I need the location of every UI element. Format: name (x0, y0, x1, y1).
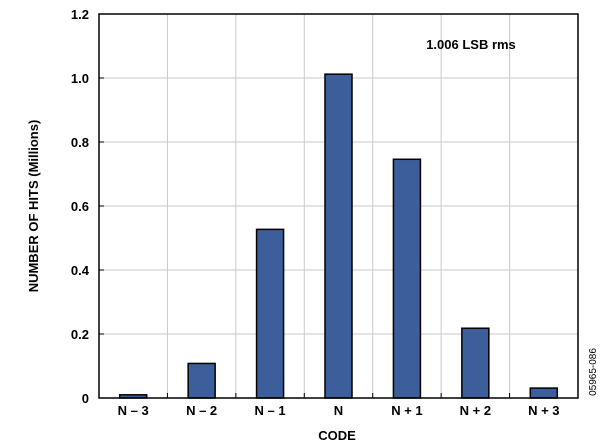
bar (255, 228, 285, 399)
x-tick-labels: N – 3 N – 2 N – 1 N N + 1 N + 2 N + 3 (118, 393, 560, 418)
bar (187, 362, 216, 399)
figure-id: 05965-086 (588, 348, 599, 396)
bar (324, 73, 353, 399)
bars (118, 73, 559, 399)
y-axis-title: NUMBER OF HITS (Millions) (26, 120, 41, 293)
x-tick-label: N – 3 (118, 403, 149, 418)
y-tick-label: 0.2 (71, 327, 89, 342)
x-tick-label: N + 2 (460, 403, 491, 418)
bar (461, 327, 490, 399)
x-tick-label: N – 1 (255, 403, 286, 418)
x-axis-title: CODE (318, 428, 356, 443)
x-tick-label: N + 3 (528, 403, 559, 418)
x-tick-label: N – 2 (186, 403, 217, 418)
x-tick-label: N (334, 403, 343, 418)
bar (529, 387, 559, 399)
y-tick-label: 0.4 (71, 263, 90, 278)
y-tick-label: 0.8 (71, 135, 89, 150)
x-tick-label: N + 1 (391, 403, 422, 418)
y-tick-label: 0.6 (71, 199, 89, 214)
annotation-rms: 1.006 LSB rms (426, 37, 516, 52)
bar (392, 158, 422, 399)
y-tick-label: 0 (82, 391, 89, 406)
y-tick-label: 1.2 (71, 7, 89, 22)
y-tick-label: 1.0 (71, 71, 89, 86)
y-tick-labels: 0 0.2 0.4 0.6 0.8 1.0 1.2 (71, 7, 104, 406)
